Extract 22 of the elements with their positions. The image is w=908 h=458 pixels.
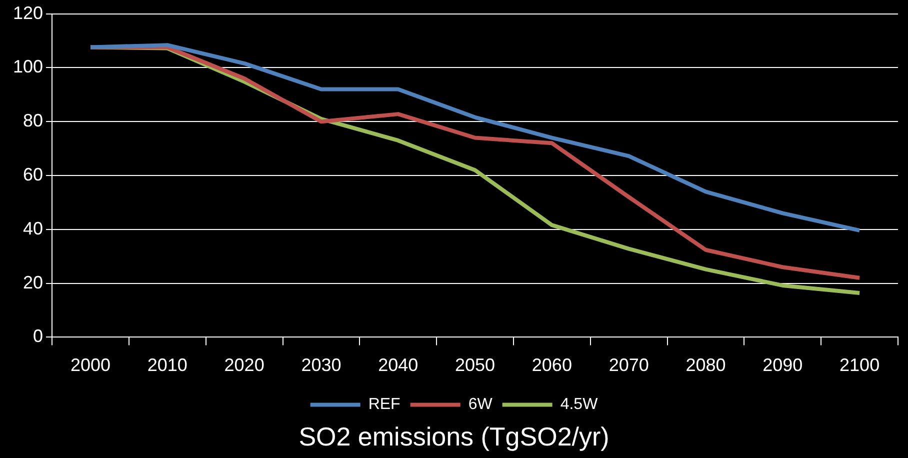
x-tick-label: 2010 (147, 354, 188, 375)
x-tick-label: 2020 (224, 354, 264, 375)
y-tick-label: 120 (12, 2, 44, 23)
x-tick-label: 2000 (70, 354, 111, 375)
y-tick-label: 100 (12, 56, 44, 77)
x-tick-label: 2100 (840, 354, 880, 375)
y-tick-label: 60 (23, 164, 44, 184)
y-tick-label: 40 (23, 218, 44, 238)
x-tick-label: 2050 (454, 354, 496, 375)
legend-label: 6W (468, 396, 494, 414)
x-tick-label: 2040 (378, 354, 418, 375)
x-tick-label: 2070 (608, 354, 649, 375)
y-tick-label: 20 (23, 272, 44, 292)
x-tick-label: 2090 (762, 354, 803, 375)
legend-label: 4.5W (560, 396, 599, 414)
x-tick-label: 2060 (532, 354, 572, 375)
x-tick-label: 2080 (686, 354, 726, 375)
x-tick-label: 2030 (301, 354, 342, 375)
text: SO2 emissions (TgSO2/yr) (298, 422, 610, 452)
y-tick-label: 80 (23, 110, 44, 131)
legend-label: REF (368, 396, 401, 414)
y-tick-label: 0 (33, 326, 44, 346)
